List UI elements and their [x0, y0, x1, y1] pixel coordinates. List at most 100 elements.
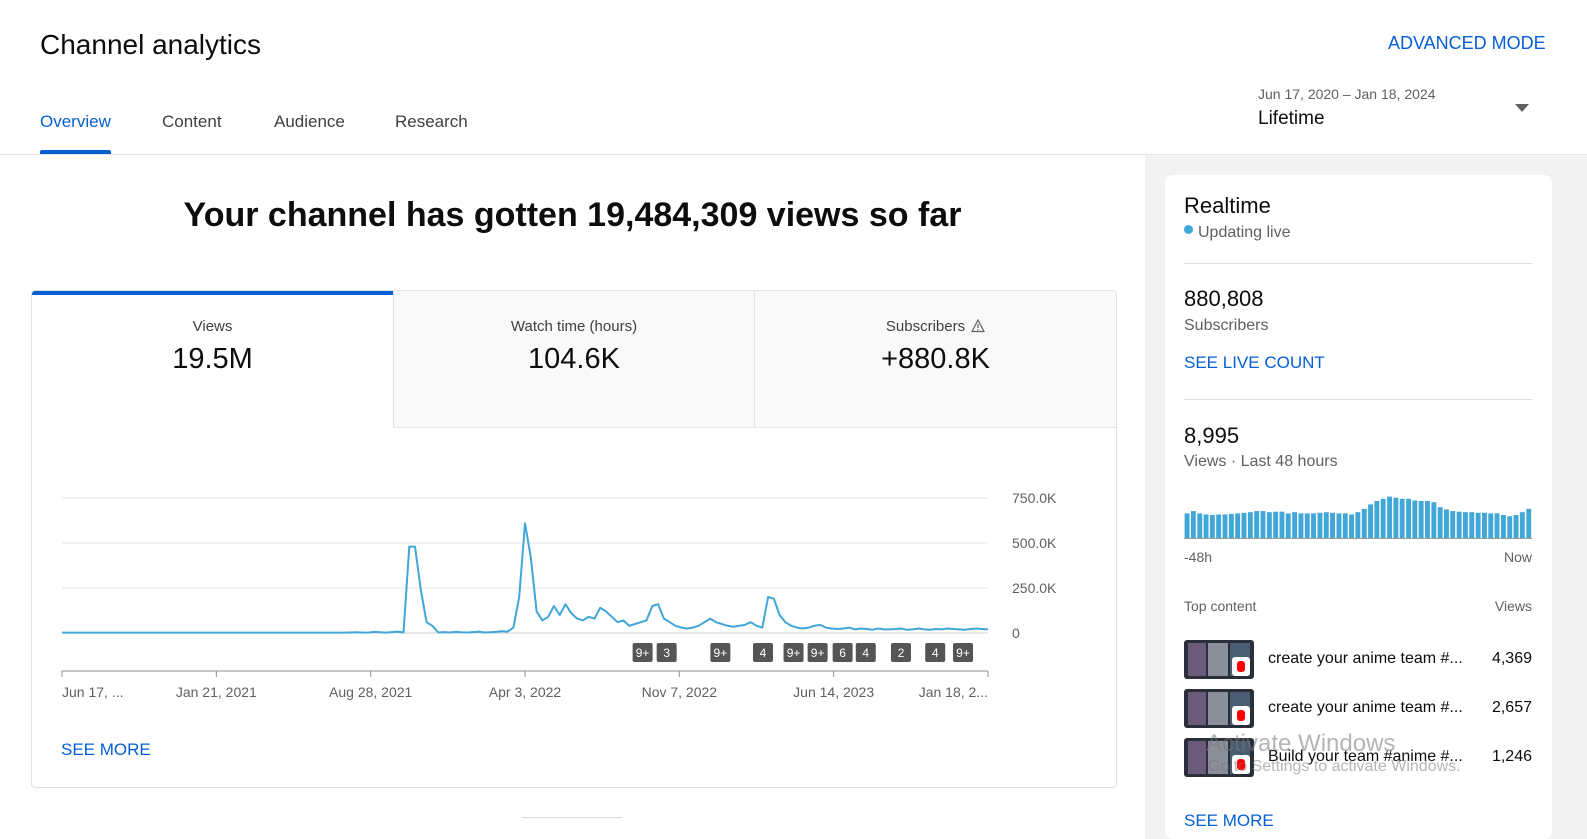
- realtime-bar[interactable]: [1393, 497, 1399, 538]
- realtime-bar[interactable]: [1285, 513, 1291, 538]
- realtime-bar[interactable]: [1526, 508, 1532, 538]
- realtime-bar[interactable]: [1425, 501, 1430, 538]
- views-series-line[interactable]: [62, 522, 989, 634]
- realtime-bar[interactable]: [1456, 511, 1462, 538]
- realtime-bar[interactable]: [1235, 513, 1241, 538]
- realtime-bar[interactable]: [1228, 513, 1234, 538]
- realtime-bar[interactable]: [1304, 513, 1310, 538]
- realtime-status-text: Updating live: [1198, 224, 1291, 241]
- upload-marker[interactable]: 6: [832, 643, 853, 662]
- tab-audience[interactable]: Audience: [274, 112, 345, 131]
- realtime-bar[interactable]: [1507, 516, 1513, 538]
- realtime-bar[interactable]: [1431, 502, 1437, 538]
- upload-marker[interactable]: 9+: [783, 643, 804, 662]
- realtime-bar[interactable]: [1437, 507, 1443, 538]
- realtime-bar[interactable]: [1279, 511, 1285, 538]
- realtime-bar[interactable]: [1519, 512, 1525, 538]
- upload-marker[interactable]: 2: [890, 643, 911, 662]
- realtime-bar[interactable]: [1349, 514, 1354, 539]
- upload-marker[interactable]: 9+: [807, 643, 828, 662]
- realtime-bar[interactable]: [1298, 513, 1304, 538]
- upload-marker[interactable]: 9+: [632, 643, 653, 662]
- realtime-bar[interactable]: [1273, 511, 1279, 538]
- upload-marker-badge: [656, 643, 677, 662]
- upload-marker[interactable]: 4: [855, 643, 876, 662]
- realtime-bar[interactable]: [1361, 508, 1367, 538]
- realtime-bar[interactable]: [1444, 509, 1449, 538]
- realtime-bar[interactable]: [1494, 513, 1500, 538]
- metric-tab-views[interactable]: Views 19.5M: [32, 291, 393, 428]
- metric-tab-watch-time[interactable]: Watch time (hours) 104.6K: [393, 291, 754, 428]
- realtime-bar[interactable]: [1311, 513, 1316, 538]
- realtime-bar-chart[interactable]: [1184, 493, 1532, 539]
- upload-marker[interactable]: 9+: [952, 643, 973, 662]
- realtime-bar[interactable]: [1469, 512, 1475, 538]
- top-content-row[interactable]: create your anime team #... 4,369: [1184, 640, 1532, 680]
- tab-content[interactable]: Content: [162, 112, 222, 131]
- upload-marker-label: 4: [932, 646, 939, 660]
- realtime-bar[interactable]: [1399, 498, 1405, 538]
- metric-label: Watch time (hours): [510, 318, 638, 335]
- realtime-bar[interactable]: [1330, 512, 1335, 538]
- realtime-bar[interactable]: [1355, 512, 1361, 538]
- realtime-bar[interactable]: [1342, 513, 1348, 538]
- advanced-mode-button[interactable]: ADVANCED MODE: [1388, 33, 1546, 53]
- realtime-bar[interactable]: [1406, 498, 1411, 538]
- realtime-bar[interactable]: [1323, 512, 1329, 538]
- subscriber-count: 880,808: [1184, 286, 1264, 311]
- realtime-bar[interactable]: [1463, 512, 1468, 538]
- realtime-bar[interactable]: [1450, 511, 1456, 538]
- upload-marker-label: 9+: [956, 646, 970, 660]
- upload-marker[interactable]: 3: [656, 643, 677, 662]
- realtime-bar[interactable]: [1501, 515, 1506, 538]
- realtime-bar[interactable]: [1203, 514, 1209, 539]
- realtime-bar[interactable]: [1260, 511, 1266, 538]
- realtime-bar[interactable]: [1387, 496, 1392, 538]
- realtime-bar[interactable]: [1197, 513, 1203, 538]
- y-tick-label: 750.0K: [1012, 490, 1057, 506]
- realtime-bar[interactable]: [1418, 501, 1424, 538]
- realtime-bar[interactable]: [1513, 515, 1519, 538]
- realtime-bar[interactable]: [1374, 501, 1380, 538]
- realtime-bar[interactable]: [1266, 512, 1272, 538]
- realtime-bar[interactable]: [1216, 514, 1222, 539]
- see-live-count-button[interactable]: SEE LIVE COUNT: [1184, 353, 1325, 372]
- video-thumbnail: [1184, 640, 1254, 679]
- realtime-bar[interactable]: [1292, 512, 1298, 538]
- realtime-bar[interactable]: [1184, 513, 1190, 538]
- warning-icon[interactable]: [971, 319, 986, 333]
- page-title: Channel analytics: [40, 29, 262, 60]
- upload-marker[interactable]: 9+: [710, 643, 731, 662]
- video-thumbnail: [1184, 689, 1254, 728]
- realtime-bar[interactable]: [1488, 513, 1494, 538]
- realtime-bar[interactable]: [1482, 512, 1487, 538]
- realtime-bar[interactable]: [1209, 515, 1215, 538]
- metric-tab-subscribers[interactable]: Subscribers +880.8K: [754, 291, 1116, 428]
- upload-marker[interactable]: 4: [752, 643, 773, 662]
- tab-overview[interactable]: Overview: [40, 112, 111, 154]
- realtime-bar[interactable]: [1254, 511, 1260, 538]
- realtime-bar[interactable]: [1380, 498, 1386, 538]
- top-content-row[interactable]: create your anime team #... 2,657: [1184, 689, 1532, 729]
- realtime-bar[interactable]: [1368, 504, 1373, 538]
- x-tick-label: Aug 28, 2021: [329, 684, 413, 700]
- date-range-dropdown[interactable]: Jun 17, 2020 – Jan 18, 2024 Lifetime: [1258, 84, 1548, 134]
- upload-marker[interactable]: 4: [925, 643, 946, 662]
- views-line-chart[interactable]: 750.0K 500.0K 250.0K 0 9+ 3 9+ 4 9+ 9+ 6 4 2 4 9+ Jun 1…: [32, 471, 1116, 721]
- realtime-bar[interactable]: [1475, 512, 1481, 538]
- realtime-bar[interactable]: [1336, 513, 1342, 538]
- top-content-row[interactable]: Build your team #anime #... 1,246: [1184, 738, 1532, 778]
- realtime-bar[interactable]: [1317, 512, 1323, 538]
- realtime-bar[interactable]: [1241, 512, 1247, 538]
- realtime-bar[interactable]: [1222, 514, 1228, 539]
- divider: [1184, 399, 1532, 400]
- upload-marker-badge: [710, 643, 731, 662]
- video-views: 2,657: [1491, 699, 1532, 716]
- metric-label-text: Subscribers: [885, 318, 966, 335]
- realtime-bar[interactable]: [1412, 500, 1418, 539]
- top-content-see-more-button[interactable]: SEE MORE: [1184, 811, 1274, 830]
- realtime-bar[interactable]: [1190, 511, 1196, 538]
- overview-see-more-button[interactable]: SEE MORE: [61, 740, 151, 759]
- realtime-bar[interactable]: [1247, 512, 1253, 538]
- tab-research[interactable]: Research: [395, 112, 468, 131]
